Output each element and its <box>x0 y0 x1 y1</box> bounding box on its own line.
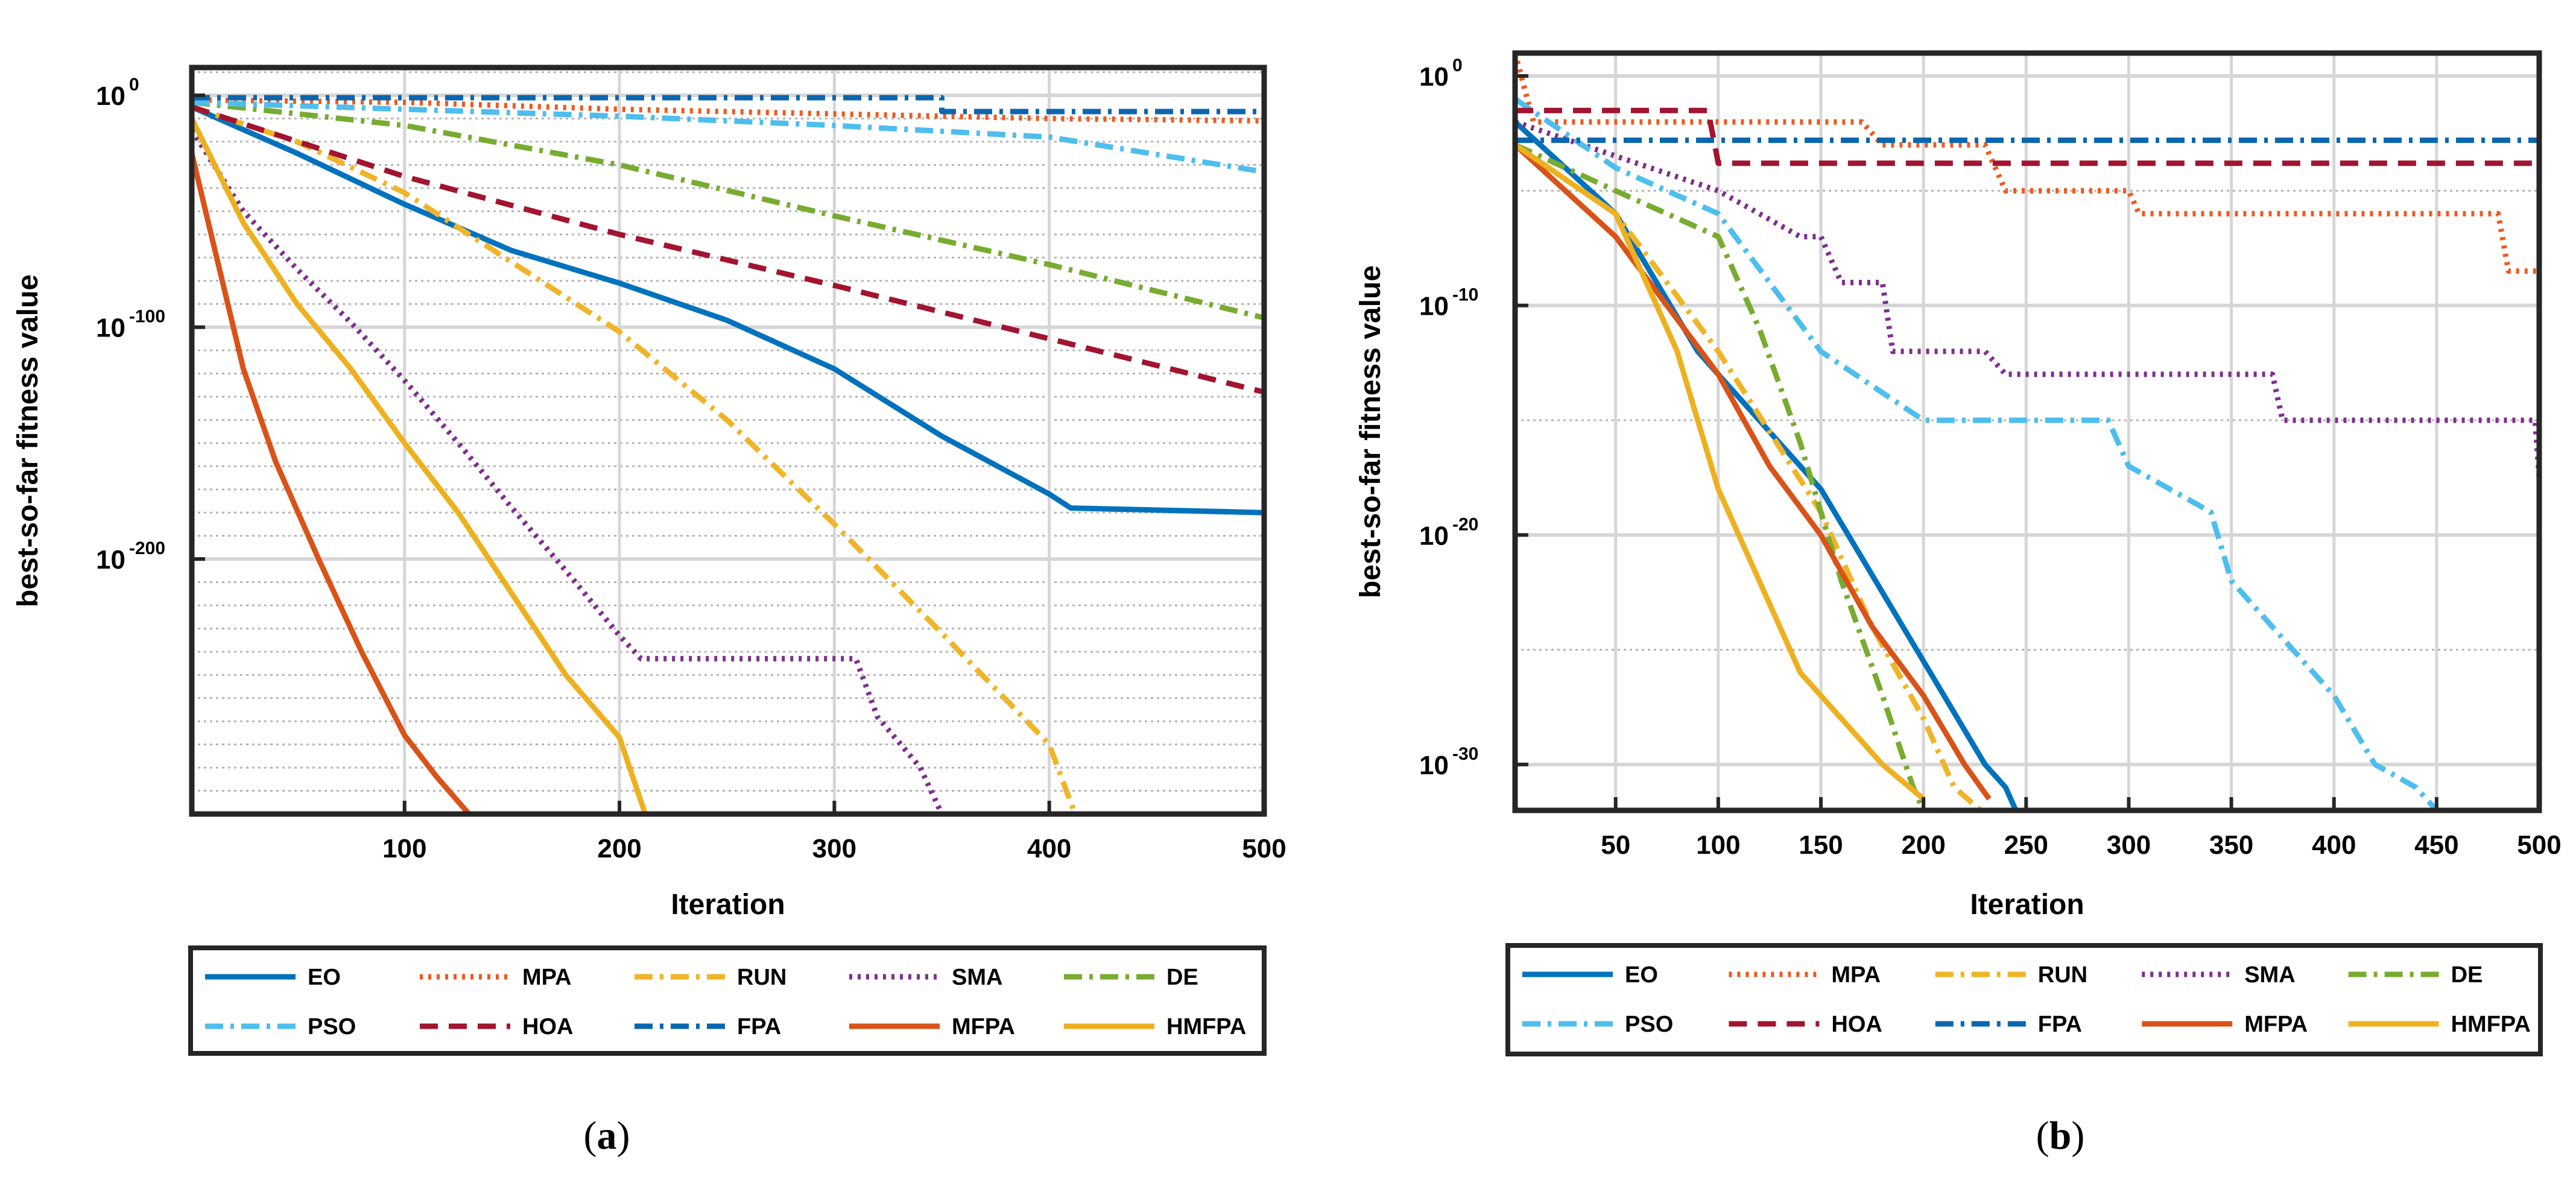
y-tick-exponent: -20 <box>1452 514 1478 534</box>
series-line-mpa <box>192 97 1264 124</box>
series-line-fpa <box>192 95 1264 115</box>
legend-label-mfpa: MFPA <box>2244 1012 2308 1037</box>
series-line-hoa <box>192 104 1264 395</box>
legend-label-run: RUN <box>2038 962 2087 988</box>
series-line-eo <box>1515 119 2019 810</box>
legend-label-hmfpa: HMFPA <box>2451 1012 2531 1037</box>
x-tick-label: 450 <box>2414 830 2458 860</box>
series-line-mpa <box>1515 53 2539 274</box>
x-axis-label: Iteration <box>671 889 785 921</box>
x-tick-label: 300 <box>2107 830 2151 860</box>
legend-label-sma: SMA <box>2244 962 2295 988</box>
x-tick-label: 300 <box>812 834 856 863</box>
x-tick-label: 400 <box>2312 830 2356 860</box>
legend-label-mpa: MPA <box>1831 962 1881 988</box>
y-tick-label: 10 <box>1419 62 1449 92</box>
series-line-pso <box>1515 96 2447 810</box>
x-tick-label: 50 <box>1601 830 1630 860</box>
y-tick-label: 10 <box>96 314 125 343</box>
legend: EO MPA RUN SMA DE PSO HOA FPA MFPA HMFPA <box>1505 943 2543 1056</box>
x-tick-label: 350 <box>2209 830 2253 860</box>
legend-label-sma: SMA <box>952 965 1002 990</box>
grid <box>192 68 1266 815</box>
x-tick-label: 400 <box>1027 834 1071 863</box>
legend-label-hoa: HOA <box>1831 1012 1882 1037</box>
series-line-sma <box>1515 119 2539 478</box>
legend-box <box>188 945 1267 1056</box>
series-line-de <box>192 99 1264 321</box>
legend-label-mpa: MPA <box>522 965 572 990</box>
legend-label-eo: EO <box>1625 962 1658 988</box>
legend-label-eo: EO <box>308 965 341 990</box>
legend: EO MPA RUN SMA DE PSO HOA FPA MFPA HMFPA <box>188 945 1267 1056</box>
series-group <box>1515 53 2539 810</box>
legend-label-run: RUN <box>737 965 786 990</box>
y-tick-exponent: 0 <box>1452 55 1463 75</box>
legend-label-hoa: HOA <box>522 1014 573 1040</box>
series-line-mfpa <box>192 153 471 814</box>
y-tick-exponent: -30 <box>1452 744 1478 764</box>
series-line-eo <box>192 104 1264 516</box>
x-tick-label: 150 <box>1799 830 1843 860</box>
x-axis-label: Iteration <box>1970 889 2084 921</box>
legend-box <box>1505 943 2543 1056</box>
y-tick-exponent: -100 <box>129 307 165 327</box>
series-line-mfpa <box>1515 142 1992 801</box>
series-line-run <box>1515 142 1983 810</box>
x-tick-label: 250 <box>2004 830 2048 860</box>
y-tick-exponent: -200 <box>129 538 165 558</box>
y-tick-label: 10 <box>96 545 125 575</box>
x-tick-label: 500 <box>2517 830 2561 860</box>
legend-label-de: DE <box>2451 962 2483 988</box>
x-tick-label: 500 <box>1242 834 1286 863</box>
y-tick-label: 10 <box>96 81 125 111</box>
legend-label-mfpa: MFPA <box>952 1014 1015 1040</box>
legend-label-hmfpa: HMFPA <box>1166 1014 1246 1040</box>
x-tick-label: 200 <box>1901 830 1945 860</box>
axes-frame <box>189 65 1267 817</box>
legend-label-fpa: FPA <box>737 1014 781 1040</box>
series-line-hmfpa <box>1515 142 1926 801</box>
y-tick-exponent: -10 <box>1452 285 1478 305</box>
panel-caption: (a) <box>584 1114 630 1158</box>
panel-caption: (b) <box>2036 1114 2085 1158</box>
series-line-hoa <box>1515 107 2539 166</box>
series-line-run <box>192 104 1078 814</box>
series-line-hmfpa <box>192 117 648 814</box>
y-tick-label: 10 <box>1419 292 1449 321</box>
x-tick-label: 100 <box>1696 830 1740 860</box>
y-tick-exponent: 0 <box>129 75 139 95</box>
y-tick-label: 10 <box>1419 751 1449 780</box>
x-tick-label: 200 <box>597 834 641 863</box>
legend-label-pso: PSO <box>308 1014 356 1040</box>
x-tick-label: 100 <box>382 834 426 863</box>
legend-label-fpa: FPA <box>2038 1012 2082 1037</box>
series-line-pso <box>192 99 1264 175</box>
series-line-de <box>1515 142 1926 810</box>
y-tick-label: 10 <box>1419 521 1449 551</box>
y-axis-label: best-so-far fitness value <box>1355 265 1387 598</box>
series-group <box>192 95 1264 814</box>
y-axis-label: best-so-far fitness value <box>12 274 44 607</box>
legend-label-pso: PSO <box>1625 1012 1673 1037</box>
legend-label-de: DE <box>1166 965 1198 990</box>
